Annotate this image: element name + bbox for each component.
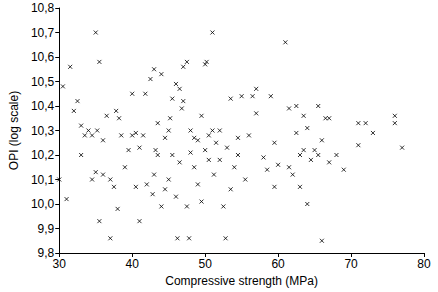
svg-text:10,5: 10,5 xyxy=(31,75,55,89)
svg-text:10,2: 10,2 xyxy=(31,148,55,162)
svg-text:80: 80 xyxy=(417,257,431,271)
svg-text:10,4: 10,4 xyxy=(31,99,55,113)
svg-text:40: 40 xyxy=(126,257,140,271)
svg-text:50: 50 xyxy=(198,257,212,271)
svg-text:60: 60 xyxy=(271,257,285,271)
svg-text:10,7: 10,7 xyxy=(31,26,55,40)
svg-text:30: 30 xyxy=(53,257,67,271)
svg-text:Compressive strength (MPa): Compressive strength (MPa) xyxy=(165,274,318,288)
svg-text:10,6: 10,6 xyxy=(31,50,55,64)
svg-text:10,3: 10,3 xyxy=(31,124,55,138)
svg-text:OPI (log scale): OPI (log scale) xyxy=(7,91,21,170)
svg-text:70: 70 xyxy=(344,257,358,271)
svg-text:9,8: 9,8 xyxy=(37,246,55,260)
svg-text:10,1: 10,1 xyxy=(31,173,55,187)
svg-text:9,9: 9,9 xyxy=(38,222,55,236)
svg-text:10,0: 10,0 xyxy=(31,197,55,211)
svg-text:10,8: 10,8 xyxy=(31,1,55,15)
